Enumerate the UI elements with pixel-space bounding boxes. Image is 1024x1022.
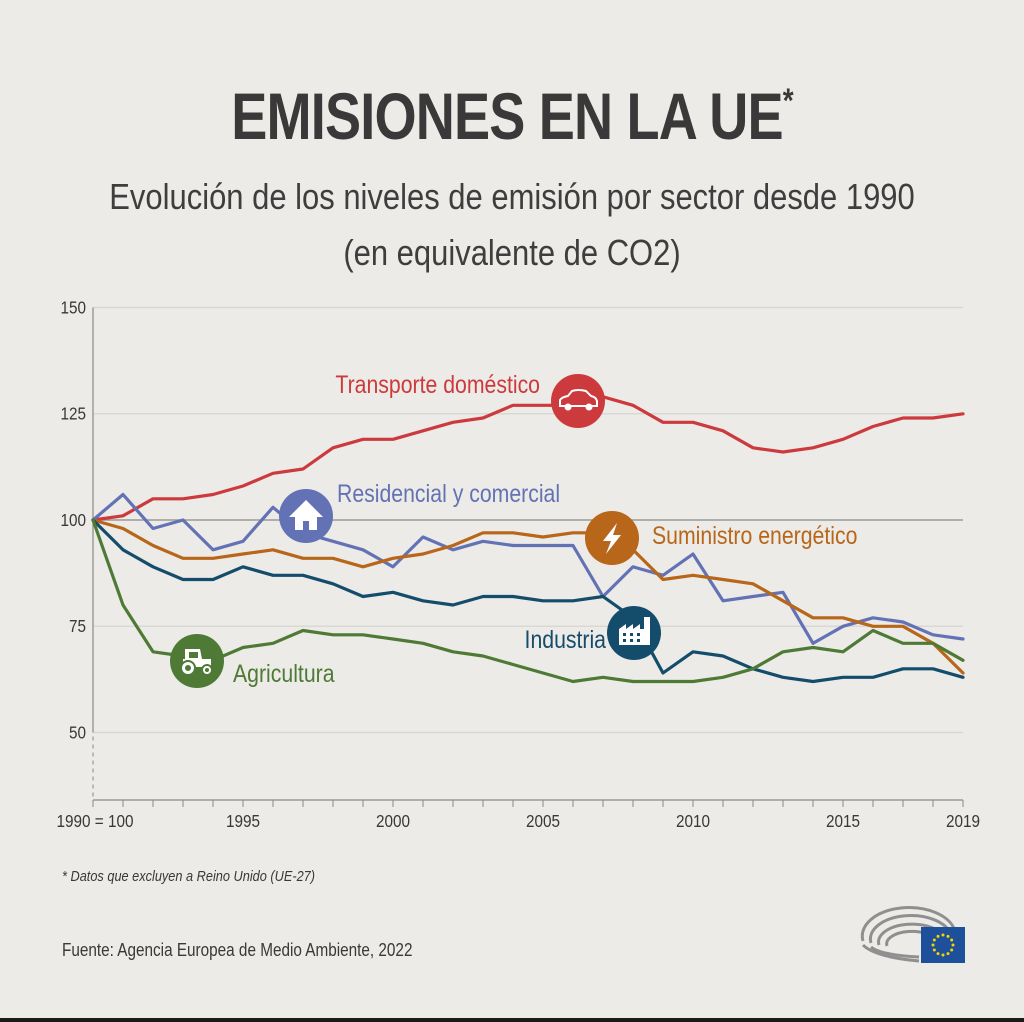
series-line-0 — [91, 395, 965, 522]
car-icon — [559, 389, 598, 407]
chart-title: EMISIONES EN LA UE* — [92, 78, 932, 154]
x-tick-label-group-2000: 2000 — [376, 811, 410, 831]
series-line-1 — [91, 492, 965, 645]
series-marker-4 — [170, 634, 224, 688]
eu-star — [946, 934, 950, 938]
x-tick-label-2005: 2005 — [526, 811, 560, 831]
european-parliament-logo — [860, 906, 965, 963]
factory-window — [637, 639, 640, 642]
factory-window — [623, 639, 626, 642]
x-tick-label-2019: 2019 — [946, 811, 980, 831]
series-marker-0 — [551, 374, 605, 428]
series-label-group-1: Residencial y comercial — [337, 479, 560, 507]
chart-title-text: EMISIONES EN LA UE — [231, 79, 783, 153]
factory-window — [637, 633, 640, 636]
eu-star — [951, 943, 955, 947]
eu-star — [931, 943, 935, 947]
eu-star — [950, 948, 954, 952]
factory-window — [630, 633, 633, 636]
chart-subtitle-line2: (en equivalente de CO2) — [343, 232, 681, 273]
x-tick-label-group-2010: 2010 — [676, 811, 710, 831]
y-tick-label-100: 100 — [60, 510, 86, 530]
lightning-icon — [603, 523, 621, 554]
series-label-group-0: Transporte doméstico — [335, 370, 540, 398]
factory-window — [630, 639, 633, 642]
series-label-group-4: Agricultura — [233, 659, 335, 687]
car-wheel — [564, 403, 572, 411]
y-tick-label-75: 75 — [69, 616, 86, 636]
bottom-bar — [0, 1018, 1024, 1022]
series-marker-1 — [279, 489, 333, 543]
chart-subtitle-line1: Evolución de los niveles de emisión por … — [109, 176, 915, 217]
series-label-2: Suministro energético — [652, 521, 857, 549]
car-wheel — [585, 403, 593, 411]
x-tick-label-2015: 2015 — [826, 811, 860, 831]
series-markers: Transporte doméstico Residencial y comerc… — [170, 370, 857, 688]
x-tick-label-1995: 1995 — [226, 811, 260, 831]
factory-icon — [619, 617, 650, 645]
y-tick-label-150: 150 — [60, 297, 86, 317]
footnote: * Datos que excluyen a Reino Unido (UE-2… — [62, 868, 316, 885]
car-badge — [551, 374, 605, 428]
source-note: Fuente: Agencia Europea de Medio Ambient… — [62, 940, 413, 960]
eu-star — [941, 953, 945, 957]
tractor-window — [189, 652, 198, 658]
eu-star — [950, 938, 954, 942]
series-label-1: Residencial y comercial — [337, 479, 560, 507]
series-lines — [91, 395, 965, 684]
house-icon — [289, 500, 323, 530]
series-marker-2 — [585, 511, 639, 565]
x-tick-label-group-1995: 1995 — [226, 811, 260, 831]
series-label-4: Agricultura — [233, 659, 335, 687]
series-line-3 — [91, 518, 965, 684]
eu-stars-icon — [931, 933, 955, 957]
series-line-4 — [91, 518, 965, 684]
series-label-3: Industria — [525, 625, 607, 653]
eu-star — [941, 933, 945, 937]
eu-star — [936, 934, 940, 938]
x-tick-label-2000: 2000 — [376, 811, 410, 831]
eu-flag-icon — [921, 927, 965, 963]
tractor-hub — [185, 665, 191, 671]
series-marker-3 — [607, 606, 661, 660]
x-tick-label-group-1990: 1990 = 100 — [57, 811, 134, 831]
title-asterisk: * — [782, 82, 794, 120]
series-label-0: Transporte doméstico — [335, 370, 540, 398]
series-line-2 — [91, 518, 965, 675]
x-tick-label-group-2019: 2019 — [946, 811, 980, 831]
eu-star — [932, 938, 936, 942]
y-tick-label-125: 125 — [60, 404, 86, 424]
x-tick-label-group-2005: 2005 — [526, 811, 560, 831]
eu-star — [946, 952, 950, 956]
x-tick-label-group-2015: 2015 — [826, 811, 860, 831]
factory-window — [623, 633, 626, 636]
eu-star — [936, 952, 940, 956]
eu-star — [932, 948, 936, 952]
series-label-group-2: Suministro energético — [652, 521, 857, 549]
y-tick-label-50: 50 — [69, 722, 86, 742]
series-label-group-3: Industria — [525, 625, 607, 653]
x-tick-label-2010: 2010 — [676, 811, 710, 831]
x-tick-label-1990: 1990 = 100 — [57, 811, 134, 831]
grid-lines — [93, 306, 963, 734]
tractor-hub — [205, 668, 209, 672]
axes: 50 75 100 125 150 1990 = 100 1995 2000 2005 2010 2… — [57, 297, 980, 831]
